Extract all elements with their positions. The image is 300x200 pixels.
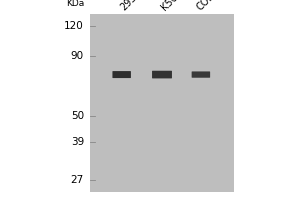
Text: COS7: COS7 — [195, 0, 221, 12]
FancyBboxPatch shape — [112, 71, 131, 78]
FancyBboxPatch shape — [192, 71, 210, 78]
Text: KDa: KDa — [66, 0, 84, 8]
Bar — [90, 14, 234, 192]
Text: K562: K562 — [159, 0, 184, 12]
Text: 293: 293 — [119, 0, 139, 12]
FancyBboxPatch shape — [152, 71, 172, 78]
Text: 39: 39 — [71, 137, 84, 147]
Text: 90: 90 — [71, 51, 84, 61]
Text: 27: 27 — [71, 175, 84, 185]
Text: 120: 120 — [64, 21, 84, 31]
Text: 50: 50 — [71, 111, 84, 121]
